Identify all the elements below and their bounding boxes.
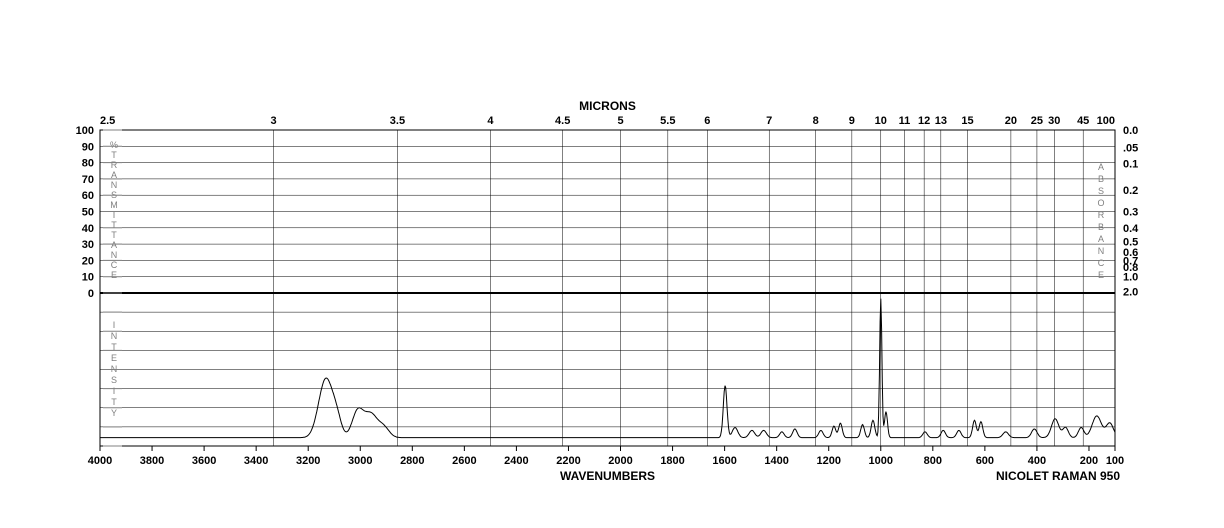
svg-text:B: B xyxy=(1098,174,1104,184)
svg-text:800: 800 xyxy=(924,455,942,467)
svg-text:T: T xyxy=(111,220,117,230)
svg-text:3400: 3400 xyxy=(244,455,268,467)
svg-text:5: 5 xyxy=(617,115,623,127)
svg-text:2400: 2400 xyxy=(504,455,528,467)
spectrum-chart: 0 10 20 30 40 50 60 70 80 90 100 0.0 .05 0.1 0.2 0.3 0.4… xyxy=(0,0,1224,528)
svg-text:400: 400 xyxy=(1028,455,1046,467)
svg-text:12: 12 xyxy=(918,115,930,127)
svg-text:1400: 1400 xyxy=(764,455,788,467)
svg-text:I: I xyxy=(113,386,116,396)
svg-text:15: 15 xyxy=(961,115,973,127)
svg-text:E: E xyxy=(111,353,117,363)
svg-text:1.0: 1.0 xyxy=(1123,272,1138,284)
svg-text:13: 13 xyxy=(935,115,947,127)
svg-text:200: 200 xyxy=(1080,455,1098,467)
svg-text:T: T xyxy=(111,230,117,240)
svg-text:5.5: 5.5 xyxy=(660,115,675,127)
svg-text:R: R xyxy=(1098,210,1105,220)
svg-text:4000: 4000 xyxy=(88,455,112,467)
svg-text:M: M xyxy=(110,200,118,210)
svg-text:7: 7 xyxy=(766,115,772,127)
svg-text:45: 45 xyxy=(1077,115,1089,127)
svg-text:100: 100 xyxy=(76,125,94,137)
svg-text:600: 600 xyxy=(976,455,994,467)
svg-text:2200: 2200 xyxy=(556,455,580,467)
svg-text:E: E xyxy=(111,270,117,280)
svg-text:I: I xyxy=(113,320,116,330)
svg-text:0.4: 0.4 xyxy=(1123,223,1139,235)
svg-text:S: S xyxy=(111,375,117,385)
svg-text:3200: 3200 xyxy=(296,455,320,467)
svg-text:.05: .05 xyxy=(1123,143,1138,155)
svg-text:E: E xyxy=(1098,270,1104,280)
svg-text:25: 25 xyxy=(1031,115,1043,127)
svg-text:8: 8 xyxy=(813,115,819,127)
svg-text:1000: 1000 xyxy=(869,455,893,467)
svg-text:11: 11 xyxy=(899,115,911,127)
svg-text:9: 9 xyxy=(849,115,855,127)
svg-text:N: N xyxy=(111,250,118,260)
svg-text:60: 60 xyxy=(82,190,94,202)
svg-text:20: 20 xyxy=(82,255,94,267)
svg-text:1600: 1600 xyxy=(712,455,736,467)
svg-text:0.0: 0.0 xyxy=(1123,125,1138,137)
svg-text:2600: 2600 xyxy=(452,455,476,467)
svg-text:30: 30 xyxy=(82,239,94,251)
svg-text:R: R xyxy=(111,160,118,170)
svg-text:70: 70 xyxy=(82,174,94,186)
svg-text:40: 40 xyxy=(82,223,94,235)
svg-text:10: 10 xyxy=(82,272,94,284)
svg-text:C: C xyxy=(111,260,118,270)
svg-text:4: 4 xyxy=(487,115,494,127)
svg-text:B: B xyxy=(1098,222,1104,232)
bottom-axis-title: WAVENUMBERS xyxy=(560,469,655,483)
svg-text:O: O xyxy=(1097,198,1104,208)
svg-text:0.3: 0.3 xyxy=(1123,206,1138,218)
svg-text:%: % xyxy=(110,140,118,150)
svg-text:T: T xyxy=(111,397,117,407)
svg-text:T: T xyxy=(111,150,117,160)
svg-text:0.1: 0.1 xyxy=(1123,159,1138,171)
svg-text:N: N xyxy=(1098,246,1105,256)
svg-text:100: 100 xyxy=(1097,115,1115,127)
svg-text:90: 90 xyxy=(82,141,94,153)
svg-text:C: C xyxy=(1098,258,1105,268)
svg-text:100: 100 xyxy=(1106,455,1124,467)
svg-text:Y: Y xyxy=(111,408,117,418)
svg-text:2.5: 2.5 xyxy=(100,115,115,127)
instrument-label: NICOLET RAMAN 950 xyxy=(996,469,1120,483)
svg-text:2000: 2000 xyxy=(608,455,632,467)
svg-text:1800: 1800 xyxy=(660,455,684,467)
svg-text:80: 80 xyxy=(82,158,94,170)
svg-text:0: 0 xyxy=(88,288,94,300)
svg-text:30: 30 xyxy=(1048,115,1060,127)
svg-text:50: 50 xyxy=(82,207,94,219)
svg-text:A: A xyxy=(111,240,117,250)
svg-text:3: 3 xyxy=(270,115,276,127)
svg-text:N: N xyxy=(111,331,118,341)
svg-text:S: S xyxy=(1098,186,1104,196)
svg-text:10: 10 xyxy=(875,115,887,127)
svg-text:0.2: 0.2 xyxy=(1123,185,1138,197)
svg-text:3600: 3600 xyxy=(192,455,216,467)
svg-text:2800: 2800 xyxy=(400,455,424,467)
svg-text:A: A xyxy=(1098,162,1104,172)
svg-text:6: 6 xyxy=(704,115,710,127)
svg-text:20: 20 xyxy=(1005,115,1017,127)
svg-text:2.0: 2.0 xyxy=(1123,286,1138,298)
svg-text:3.5: 3.5 xyxy=(390,115,405,127)
svg-text:A: A xyxy=(1098,234,1104,244)
top-axis-title: MICRONS xyxy=(579,99,636,113)
svg-text:3000: 3000 xyxy=(348,455,372,467)
svg-text:3800: 3800 xyxy=(140,455,164,467)
svg-text:1200: 1200 xyxy=(816,455,840,467)
svg-text:4.5: 4.5 xyxy=(555,115,570,127)
svg-text:N: N xyxy=(111,180,118,190)
